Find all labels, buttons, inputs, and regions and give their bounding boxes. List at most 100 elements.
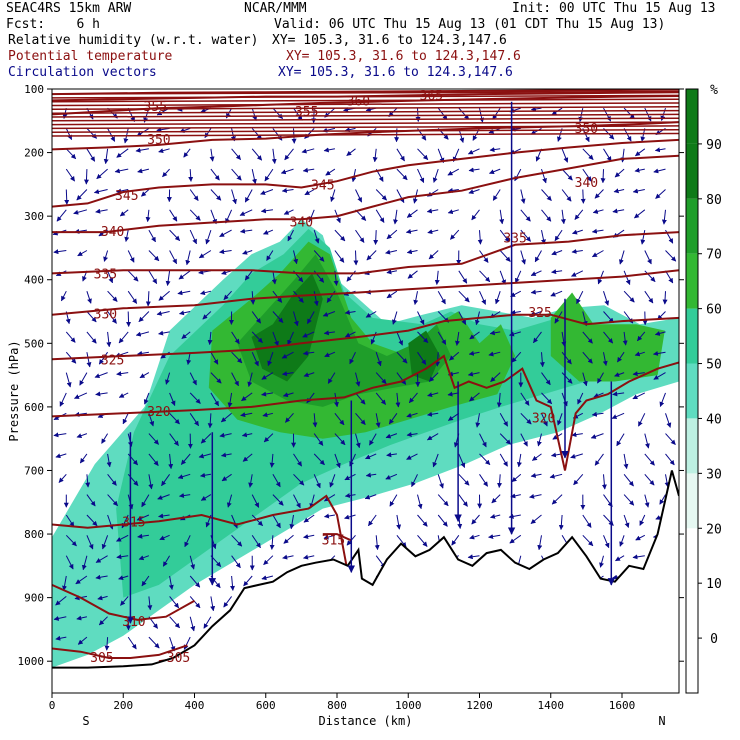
circulation-vector [499,413,509,427]
circulation-vector [231,372,239,387]
x-tick-label: 1400 [538,699,565,712]
theta-label-340: 340 [101,225,124,240]
circulation-vector [386,290,398,299]
circulation-vector [467,371,480,377]
circulation-vector [590,433,604,439]
circulation-vector [391,311,398,325]
circulation-vector [283,534,294,544]
circulation-vector [437,474,444,489]
theta-contour-upper [52,121,679,126]
circulation-vector [407,270,418,279]
circulation-vector [437,494,449,507]
circulation-vector [62,575,67,591]
circulation-vector [76,189,88,201]
circulation-vector [600,169,606,184]
circulation-vector [515,270,522,284]
circulation-vector [603,148,612,162]
south-endpoint-label: S [82,714,89,728]
circulation-vector [141,189,150,197]
circulation-vector [260,189,274,195]
circulation-vector [520,189,526,204]
circulation-vector [396,514,402,530]
circulation-vector [655,189,666,199]
y-tick-label: 700 [24,464,44,477]
circulation-vector [355,229,365,243]
circulation-vector [60,290,67,302]
circulation-vector [165,372,171,385]
circulation-vector [665,250,677,262]
circulation-vector [251,535,261,549]
theta-contour-labels: 355 355 360 365 350 350 345 345 340 340 340 335 335 3… [90,89,598,666]
circulation-vector [179,310,191,316]
circulation-vector [603,331,614,344]
circulation-vector [520,392,530,406]
circulation-vector [644,494,650,508]
circulation-vector [101,433,109,444]
circulation-vector [138,311,150,323]
rh-xsec-coords: XY= 105.3, 31.6 to 124.3,147.6 [272,33,507,48]
circulation-vector [375,352,382,367]
circulation-vector [632,392,646,400]
circulation-vector [408,392,418,404]
circulation-vector [334,433,346,446]
circulation-vector [468,350,480,356]
circulation-vector [541,189,552,201]
circulation-vector [623,453,629,470]
circulation-vector [330,189,336,202]
circulation-vector [355,412,366,425]
circulation-vector [561,148,569,163]
init-time: Init: 00 UTC Thu 15 Aug 13 [512,1,716,16]
circulation-vector [303,554,315,560]
circulation-vector [189,189,199,202]
circulation-vector [210,189,222,201]
circulation-vector [107,494,118,507]
axes: 100 200 300 400 500 600 700 800 900 1000 0 200 400 60… [7,83,684,728]
circulation-vector [447,168,460,176]
circulation-vector [489,330,501,336]
circulation-vector [659,494,666,505]
theta-label-325: 325 [528,306,551,321]
circulation-vector [161,474,171,487]
circulation-vector [386,452,397,458]
circulation-vector [65,331,76,343]
circulation-vector [551,250,563,256]
circulation-vector [169,229,181,241]
org-name: NCAR/MMM [244,1,307,16]
circulation-vector [491,494,501,504]
circulation-vector [529,493,542,499]
circulation-vector [541,372,551,386]
theta-label-315: 315 [322,533,345,548]
circulation-vector [114,168,129,174]
circulation-vector [231,168,242,181]
circulation-vector [659,392,666,407]
circulation-vector [469,392,480,402]
circulation-vector [355,433,361,449]
circulation-vector [561,168,573,181]
circulation-vector [616,433,625,447]
circulation-vector [200,494,212,501]
circulation-vector [189,555,196,570]
circulation-vector [313,229,320,244]
circulation-vector [346,148,356,156]
circulation-vector [432,453,439,468]
circulation-vector [251,514,263,527]
circulation-vector [593,392,604,398]
circulation-vector [329,474,336,488]
circulation-vector [344,514,356,520]
colorbar-unit: % [710,83,718,98]
colorbar-bin [686,89,698,144]
circulation-vector [603,311,614,324]
y-tick-label: 200 [24,147,44,160]
circulation-vector [644,290,654,304]
circulation-vector [471,514,480,525]
circulation-vector [189,209,201,221]
circulation-vector [509,534,522,544]
circulation-vector [644,453,655,466]
theta-contour-upper [52,125,679,130]
circulation-vector [169,596,180,609]
circulation-vector [406,453,418,460]
circulation-vector [435,352,441,367]
theta-label-355: 355 [295,105,318,120]
circulation-field-label: Circulation vectors [8,65,157,80]
colorbar-bin [686,308,698,364]
